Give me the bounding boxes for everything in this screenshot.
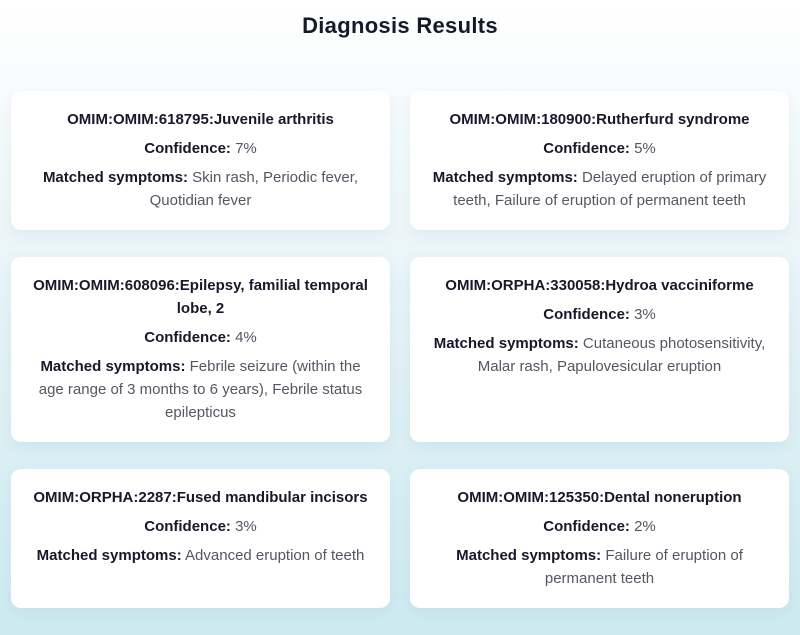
confidence-value: 2%: [634, 518, 656, 535]
confidence-label: Confidence:: [543, 518, 630, 535]
result-card-5: OMIM:ORPHA:2287:Fused mandibular incisor…: [11, 469, 390, 608]
symptoms-value: Delayed eruption of primary teeth, Failu…: [453, 169, 767, 209]
confidence-label: Confidence:: [144, 518, 231, 535]
confidence-line: Confidence: 3%: [432, 303, 767, 326]
confidence-label: Confidence:: [543, 140, 630, 157]
confidence-label: Confidence:: [543, 306, 630, 323]
confidence-value: 3%: [634, 306, 656, 323]
symptoms-label: Matched symptoms:: [433, 335, 579, 352]
confidence-line: Confidence: 4%: [33, 326, 368, 349]
symptoms-label: Matched symptoms:: [36, 547, 182, 564]
symptoms-line: Matched symptoms: Skin rash, Periodic fe…: [33, 166, 368, 212]
confidence-line: Confidence: 5%: [432, 137, 767, 160]
result-title: OMIM:OMIM:618795:Juvenile arthritis: [67, 111, 334, 128]
symptoms-label: Matched symptoms:: [42, 169, 188, 186]
result-title: OMIM:OMIM:180900:Rutherfurd syndrome: [449, 111, 750, 128]
result-title: OMIM:OMIM:608096:Epilepsy, familial temp…: [33, 277, 368, 317]
confidence-value: 3%: [235, 518, 257, 535]
confidence-label: Confidence:: [144, 329, 231, 346]
symptoms-label: Matched symptoms:: [456, 547, 602, 564]
symptoms-line: Matched symptoms: Delayed eruption of pr…: [432, 166, 767, 212]
symptoms-value: Cutaneous photosensitivity, Malar rash, …: [477, 335, 766, 375]
symptoms-label: Matched symptoms:: [40, 358, 186, 375]
confidence-line: Confidence: 7%: [33, 137, 368, 160]
symptoms-value: Advanced eruption of teeth: [185, 547, 365, 564]
symptoms-line: Matched symptoms: Failure of eruption of…: [432, 544, 767, 590]
result-title: OMIM:ORPHA:330058:Hydroa vacciniforme: [445, 277, 754, 294]
symptoms-line: Matched symptoms: Advanced eruption of t…: [33, 544, 368, 567]
confidence-label: Confidence:: [144, 140, 231, 157]
results-grid: OMIM:OMIM:618795:Juvenile arthritis Conf…: [11, 91, 789, 608]
symptoms-value: Skin rash, Periodic fever, Quotidian fev…: [149, 169, 359, 209]
confidence-value: 7%: [235, 140, 257, 157]
confidence-value: 4%: [235, 329, 257, 346]
result-card-3: OMIM:OMIM:608096:Epilepsy, familial temp…: [11, 257, 390, 442]
confidence-line: Confidence: 2%: [432, 515, 767, 538]
symptoms-value: Febrile seizure (within the age range of…: [38, 358, 363, 421]
result-card-6: OMIM:OMIM:125350:Dental noneruption Conf…: [410, 469, 789, 608]
confidence-value: 5%: [634, 140, 656, 157]
symptoms-label: Matched symptoms:: [432, 169, 578, 186]
result-title: OMIM:ORPHA:2287:Fused mandibular incisor…: [33, 489, 368, 506]
symptoms-line: Matched symptoms: Cutaneous photosensiti…: [432, 332, 767, 378]
symptoms-line: Matched symptoms: Febrile seizure (withi…: [33, 355, 368, 424]
result-card-2: OMIM:OMIM:180900:Rutherfurd syndrome Con…: [410, 91, 789, 230]
page-title: Diagnosis Results: [302, 13, 498, 38]
symptoms-value: Failure of eruption of permanent teeth: [544, 547, 743, 587]
confidence-line: Confidence: 3%: [33, 515, 368, 538]
result-card-4: OMIM:ORPHA:330058:Hydroa vacciniforme Co…: [410, 257, 789, 442]
result-title: OMIM:OMIM:125350:Dental noneruption: [457, 489, 742, 506]
result-card-1: OMIM:OMIM:618795:Juvenile arthritis Conf…: [11, 91, 390, 230]
